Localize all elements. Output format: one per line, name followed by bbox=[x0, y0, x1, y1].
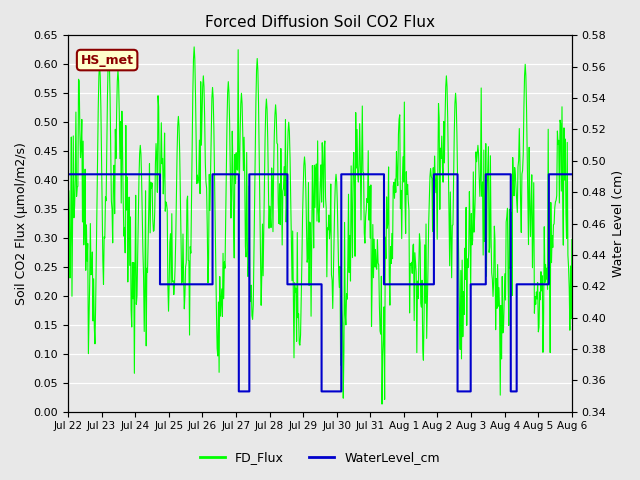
Legend: FD_Flux, WaterLevel_cm: FD_Flux, WaterLevel_cm bbox=[195, 446, 445, 469]
Y-axis label: Soil CO2 Flux (μmol/m2/s): Soil CO2 Flux (μmol/m2/s) bbox=[15, 142, 28, 305]
Y-axis label: Water Level (cm): Water Level (cm) bbox=[612, 170, 625, 277]
Title: Forced Diffusion Soil CO2 Flux: Forced Diffusion Soil CO2 Flux bbox=[205, 15, 435, 30]
Text: HS_met: HS_met bbox=[81, 54, 134, 67]
